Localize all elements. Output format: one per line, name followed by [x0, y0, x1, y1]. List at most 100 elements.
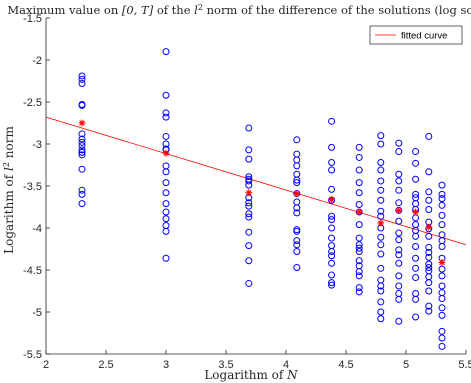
sample-point: [425, 302, 433, 310]
sample-point: [395, 139, 403, 147]
sample-point: [425, 196, 433, 204]
sample-point: [425, 307, 433, 315]
sample-point: [78, 135, 86, 143]
sample-point: [355, 284, 363, 292]
sample-point: [395, 199, 403, 207]
sample-point: [328, 117, 336, 125]
sample-point: [162, 208, 170, 216]
mean-point: [355, 208, 363, 216]
x-tick-label: 4.5: [338, 359, 353, 371]
x-axis-title: Logarithm of N: [204, 368, 298, 382]
sample-point: [355, 189, 363, 197]
sample-point: [377, 177, 385, 185]
sample-point: [377, 241, 385, 249]
fitted-curve-line: [45, 116, 467, 246]
sample-point: [78, 101, 86, 109]
sample-point: [412, 313, 420, 321]
sample-point: [355, 200, 363, 208]
sample-point: [377, 308, 385, 316]
title-interval: [0, T]: [122, 3, 154, 17]
sample-point: [438, 327, 446, 335]
sample-point: [438, 334, 446, 342]
sample-point: [438, 211, 446, 219]
sample-point: [412, 159, 420, 167]
sample-point: [438, 265, 446, 273]
sample-point: [425, 232, 433, 240]
sample-point: [355, 179, 363, 187]
sample-point: [162, 200, 170, 208]
sample-point: [395, 177, 403, 185]
sample-point: [425, 168, 433, 176]
sample-point: [328, 259, 336, 267]
sample-point: [438, 272, 446, 280]
y-tick-label: -2.5: [23, 97, 42, 109]
samples-layer: [78, 48, 446, 350]
sample-point: [425, 287, 433, 295]
sample-point: [395, 251, 403, 259]
sample-point: [412, 148, 420, 156]
sample-point: [377, 287, 385, 295]
sample-point: [328, 216, 336, 224]
sample-point: [293, 179, 301, 187]
y-tick-label: -2: [32, 55, 42, 67]
sample-point: [162, 91, 170, 99]
x-tick-label: 3.5: [218, 359, 233, 371]
sample-point: [395, 246, 403, 254]
sample-point: [78, 130, 86, 138]
sample-point: [293, 237, 301, 245]
sample-point: [355, 143, 363, 151]
sample-point: [412, 242, 420, 250]
sample-point: [355, 244, 363, 252]
sample-point: [78, 190, 86, 198]
sample-point: [395, 229, 403, 237]
sample-point: [377, 315, 385, 323]
sample-point: [78, 75, 86, 83]
sample-point: [412, 190, 420, 198]
sample-point: [377, 140, 385, 148]
sample-point: [377, 207, 385, 215]
sample-point: [162, 215, 170, 223]
sample-point: [245, 173, 253, 181]
sample-point: [162, 113, 170, 121]
legend-box: [369, 25, 463, 45]
chart-title: Maximum value on [0, T] of the l2 norm o…: [7, 3, 471, 17]
mean-point: [412, 208, 420, 216]
sample-point: [245, 242, 253, 250]
y-axis-title-post: norm: [2, 126, 16, 163]
sample-point: [438, 195, 446, 203]
sample-point: [395, 170, 403, 178]
sample-point: [245, 146, 253, 154]
sample-point: [328, 271, 336, 279]
sample-point: [412, 264, 420, 272]
x-tick-label: 3: [163, 359, 169, 371]
sample-point: [78, 186, 86, 194]
sample-point: [425, 279, 433, 287]
sample-point: [438, 242, 446, 250]
sample-point: [425, 132, 433, 140]
sample-point: [355, 257, 363, 265]
y-axis-title-norm-exp: 2: [2, 162, 11, 167]
sample-point: [377, 298, 385, 306]
sample-point: [355, 268, 363, 276]
fitted-curve-layer: [45, 116, 467, 246]
mean-point: [162, 149, 170, 157]
sample-point: [78, 138, 86, 146]
y-tick-label: -4.5: [23, 265, 42, 277]
sample-point: [425, 188, 433, 196]
sample-point: [78, 151, 86, 159]
sample-point: [395, 259, 403, 267]
sample-point: [78, 80, 86, 88]
sample-point: [245, 202, 253, 210]
sample-point: [78, 148, 86, 156]
mean-point: [425, 223, 433, 231]
sample-point: [438, 295, 446, 303]
sample-point: [438, 181, 446, 189]
sample-point: [425, 206, 433, 214]
mean-point: [438, 259, 446, 266]
sample-point: [78, 200, 86, 208]
axes-frame: [46, 18, 466, 354]
x-tick-label: 5.5: [458, 359, 471, 371]
sample-point: [395, 282, 403, 290]
sample-point: [245, 177, 253, 185]
sample-point: [328, 166, 336, 174]
